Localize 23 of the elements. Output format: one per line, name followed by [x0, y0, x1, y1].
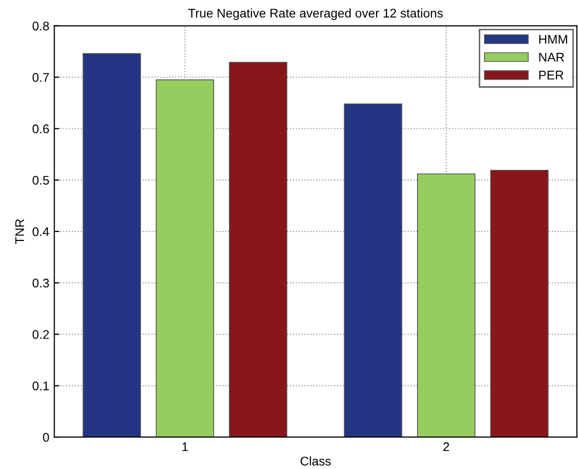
- bar: [82, 53, 141, 438]
- y-axis-title: TNR: [15, 219, 24, 244]
- bar: [344, 104, 402, 438]
- y-tick-label: 0.2: [32, 330, 49, 339]
- legend-label: PER: [539, 70, 564, 80]
- bar: [228, 62, 288, 438]
- bar: [156, 79, 214, 438]
- chart-title: True Negative Rate averaged over 12 stations: [188, 8, 443, 20]
- x-axis-title: Class: [300, 456, 331, 466]
- y-tick-label: 0.4: [32, 227, 50, 236]
- bar: [417, 173, 476, 438]
- x-tick-label: 2: [443, 442, 450, 452]
- y-tick-label: 0.7: [32, 73, 49, 82]
- y-tick-label: 0: [43, 432, 49, 442]
- x-tick-label: 1: [182, 442, 188, 452]
- y-tick-label: 0.1: [32, 381, 49, 390]
- y-tick-label: 0.5: [32, 176, 49, 185]
- y-tick-label: 0.8: [32, 22, 49, 30]
- y-tick-label: 0.3: [32, 278, 49, 288]
- legend-label: NAR: [539, 52, 564, 62]
- bar: [490, 170, 549, 438]
- y-tick-label: 0.6: [32, 124, 49, 134]
- legend-label: HMM: [539, 35, 568, 44]
